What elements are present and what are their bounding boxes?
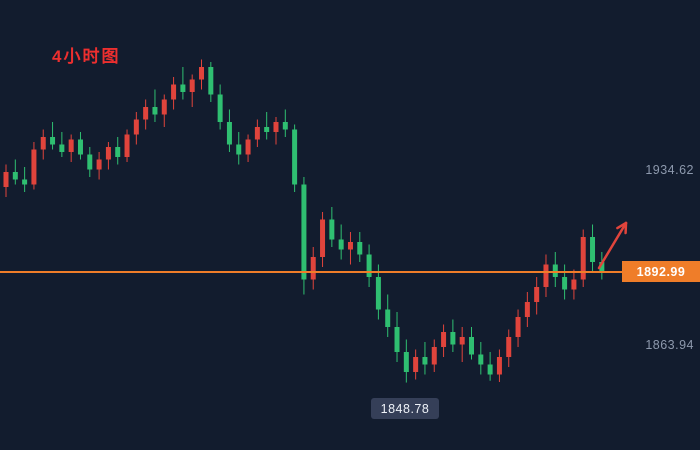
candle-body [245,139,251,155]
candle-body [236,144,242,155]
candle-body [161,99,167,115]
candle-body [329,219,335,240]
candle-body [301,184,307,280]
candle-body [152,107,158,115]
candle-body [77,139,83,155]
candle-body [562,277,568,290]
candle-body [31,149,37,185]
candle-body [347,242,353,250]
candle-body [450,332,456,345]
candle-body [590,237,596,262]
candle-body [199,67,205,80]
candle-body [264,127,270,132]
candle-body [413,357,419,372]
candle-body [59,144,65,152]
candle-body [282,122,288,130]
candle-body [171,84,177,100]
candle-body [375,277,381,310]
candle-body [3,172,9,187]
candle-body [96,159,102,170]
candle-body [338,239,344,250]
candle-body [469,337,474,355]
candle-body [506,337,512,357]
candle-body [226,122,232,145]
candle-body [208,67,214,95]
candle-body [189,79,195,92]
candle-body [292,129,298,185]
candle-body [580,237,586,280]
candle-body [534,287,540,302]
candle-body [87,154,93,170]
trend-arrow [597,221,628,270]
candle-body [105,147,111,160]
candle-body [487,364,493,375]
candle-body [599,262,605,272]
candle-body [273,122,279,132]
candle-body [12,172,18,180]
candle-body [357,242,363,255]
candle-body [22,179,28,185]
candle-body [366,254,372,277]
chart-title: 4小时图 [52,47,121,66]
trend-arrow-head [616,221,628,230]
candle-body [320,219,326,257]
candle-body [571,279,577,290]
current-price-badge: 1892.99 [622,261,700,282]
candle-body [385,309,391,327]
candle-body [422,357,428,365]
candle-body [217,94,223,122]
candle-body [40,137,46,150]
price-label-upper: 1934.62 [645,163,694,177]
candle-body [68,139,74,152]
candle-body [496,357,502,375]
candle-body [50,137,56,145]
candle-body [524,302,530,317]
candle-body [441,332,447,347]
candle-body [394,327,400,352]
candle-body [310,257,316,280]
candle-body [552,264,558,277]
low-price-badge: 1848.78 [371,398,439,419]
candle-body [133,119,139,135]
candle-body [515,317,521,337]
candle-body [254,127,260,140]
candle-body [124,134,130,157]
candle-body [478,354,484,365]
candle-body [431,347,437,365]
price-label-lower: 1863.94 [645,338,694,352]
candle-body [459,337,465,345]
candle-body [143,107,149,120]
candle-body [115,147,121,157]
candle-body [180,84,186,92]
candle-body [543,264,549,287]
candle-body [403,352,409,372]
